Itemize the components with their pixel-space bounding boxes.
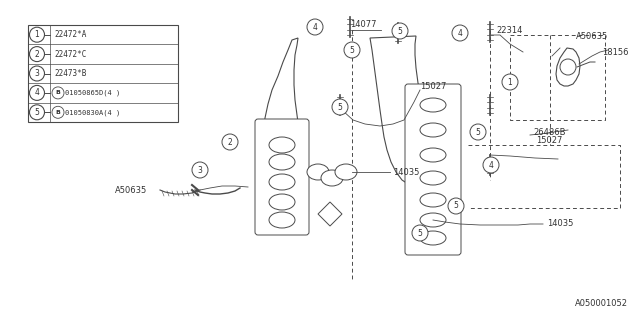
Polygon shape <box>556 48 580 86</box>
Ellipse shape <box>269 212 295 228</box>
Text: B: B <box>56 91 60 95</box>
Text: A50635: A50635 <box>115 186 147 195</box>
Ellipse shape <box>420 193 446 207</box>
Text: 5: 5 <box>337 102 342 111</box>
Text: 14077: 14077 <box>350 20 376 28</box>
Ellipse shape <box>269 137 295 153</box>
Text: 3: 3 <box>198 165 202 174</box>
Circle shape <box>344 42 360 58</box>
Text: 4: 4 <box>488 161 493 170</box>
Text: B: B <box>56 110 60 115</box>
Circle shape <box>29 105 45 120</box>
Ellipse shape <box>420 123 446 137</box>
Ellipse shape <box>335 164 357 180</box>
Circle shape <box>222 134 238 150</box>
Circle shape <box>192 162 208 178</box>
Text: 4: 4 <box>458 28 463 37</box>
Bar <box>28 25 178 122</box>
FancyBboxPatch shape <box>405 84 461 255</box>
Text: 2: 2 <box>35 50 40 59</box>
Text: 3: 3 <box>35 69 40 78</box>
Text: A50635: A50635 <box>576 31 608 41</box>
Circle shape <box>502 74 518 90</box>
Circle shape <box>412 225 428 241</box>
Circle shape <box>470 124 486 140</box>
Text: 01050830A(4 ): 01050830A(4 ) <box>65 109 120 116</box>
Text: 5: 5 <box>454 202 458 211</box>
Circle shape <box>392 23 408 39</box>
Text: 26486B: 26486B <box>533 127 566 137</box>
Circle shape <box>307 19 323 35</box>
Circle shape <box>560 59 576 75</box>
Ellipse shape <box>269 174 295 190</box>
Ellipse shape <box>420 148 446 162</box>
Text: 5: 5 <box>476 127 481 137</box>
Text: 01050865D(4 ): 01050865D(4 ) <box>65 90 120 96</box>
Text: 22472*C: 22472*C <box>54 50 86 59</box>
Text: 22472*A: 22472*A <box>54 30 86 39</box>
Polygon shape <box>262 38 300 182</box>
Ellipse shape <box>420 171 446 185</box>
Text: 18156: 18156 <box>602 47 628 57</box>
Ellipse shape <box>269 154 295 170</box>
Text: 22473*B: 22473*B <box>54 69 86 78</box>
Text: 5: 5 <box>35 108 40 117</box>
Text: 5: 5 <box>397 27 403 36</box>
Polygon shape <box>370 36 434 186</box>
Ellipse shape <box>321 170 343 186</box>
Text: 14035: 14035 <box>393 167 419 177</box>
Ellipse shape <box>420 231 446 245</box>
Circle shape <box>483 157 499 173</box>
Circle shape <box>448 198 464 214</box>
Text: 4: 4 <box>35 88 40 97</box>
Text: 14035: 14035 <box>547 220 573 228</box>
Ellipse shape <box>307 164 329 180</box>
Ellipse shape <box>420 213 446 227</box>
Ellipse shape <box>420 98 446 112</box>
Text: 4: 4 <box>312 22 317 31</box>
Circle shape <box>52 106 64 118</box>
Circle shape <box>29 47 45 62</box>
Text: 15027: 15027 <box>420 82 446 91</box>
Polygon shape <box>318 202 342 226</box>
Circle shape <box>332 99 348 115</box>
Text: A050001052: A050001052 <box>575 299 628 308</box>
Circle shape <box>452 25 468 41</box>
Circle shape <box>29 85 45 100</box>
Circle shape <box>29 66 45 81</box>
Text: 22314: 22314 <box>496 26 522 35</box>
Text: 1: 1 <box>508 77 513 86</box>
Ellipse shape <box>269 194 295 210</box>
Circle shape <box>29 27 45 42</box>
Text: 2: 2 <box>228 138 232 147</box>
Text: 15027: 15027 <box>536 135 562 145</box>
Text: 5: 5 <box>417 228 422 237</box>
Circle shape <box>52 87 64 99</box>
FancyBboxPatch shape <box>255 119 309 235</box>
Text: 5: 5 <box>349 45 355 54</box>
Text: 1: 1 <box>35 30 40 39</box>
